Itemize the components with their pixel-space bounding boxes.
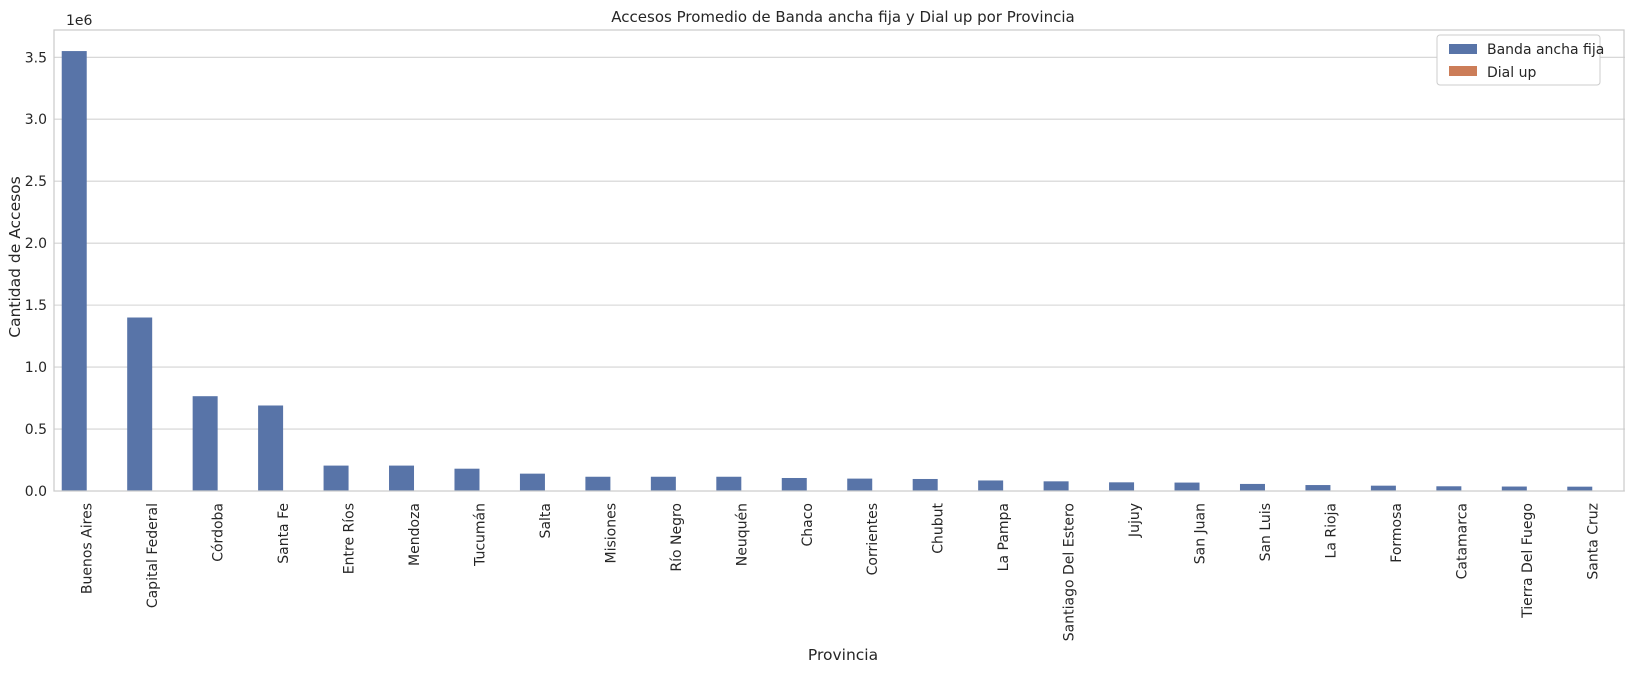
bar-banda-ancha-fija-jujuy <box>1109 482 1134 491</box>
y-tick-label: 3.5 <box>25 50 47 66</box>
x-tick-label: San Juan <box>1193 503 1209 564</box>
grid-layer <box>54 57 1625 491</box>
bars-layer <box>62 51 1618 491</box>
bar-banda-ancha-fija-santa-cruz <box>1567 487 1592 491</box>
bar-banda-ancha-fija-santa-fe <box>258 405 283 491</box>
x-tick-label: Chaco <box>800 503 816 547</box>
x-tick-label: Santa Fe <box>276 503 292 564</box>
x-tick-label: Capital Federal <box>145 503 161 608</box>
x-tick-label: Chubut <box>931 503 947 554</box>
bar-banda-ancha-fija-buenos-aires <box>62 51 87 491</box>
x-tick-label: Salta <box>538 503 554 538</box>
bar-banda-ancha-fija-catamarca <box>1436 486 1461 491</box>
y-tick-label: 3.0 <box>25 112 47 128</box>
x-tick-label: Tucumán <box>472 503 488 567</box>
bar-banda-ancha-fija-formosa <box>1371 486 1396 491</box>
bar-banda-ancha-fija-chubut <box>913 479 938 491</box>
x-tick-label: Río Negro <box>669 503 685 572</box>
bar-banda-ancha-fija-cordoba <box>193 396 218 491</box>
bar-banda-ancha-fija-san-juan <box>1175 483 1200 491</box>
legend: Banda ancha fija Dial up <box>1437 35 1604 85</box>
x-tick-label: Neuquén <box>734 503 750 566</box>
bar-banda-ancha-fija-corrientes <box>847 479 872 491</box>
plot-frame <box>54 30 1624 491</box>
y-tick-label: 0.0 <box>25 484 47 500</box>
legend-label-dial-up: Dial up <box>1487 65 1536 81</box>
x-axis-label: Provincia <box>808 646 878 664</box>
bar-banda-ancha-fija-tierra-del-fuego <box>1502 487 1527 491</box>
bar-banda-ancha-fija-tucuman <box>454 469 479 491</box>
bar-banda-ancha-fija-salta <box>520 474 545 491</box>
bar-banda-ancha-fija-neuquen <box>716 477 741 491</box>
x-tick-label: San Luis <box>1258 503 1274 561</box>
x-tick-label: La Rioja <box>1323 503 1339 558</box>
y-offset-label: 1e6 <box>66 13 93 29</box>
bar-banda-ancha-fija-santiago-del-estero <box>1044 481 1069 491</box>
x-tick-label: Mendoza <box>407 503 423 566</box>
bar-banda-ancha-fija-chaco <box>782 478 807 491</box>
legend-label-banda-ancha-fija: Banda ancha fija <box>1487 42 1604 58</box>
x-tick-label: Córdoba <box>211 503 227 562</box>
y-axis-label: Cantidad de Accesos <box>6 176 24 337</box>
y-tick-label: 1.5 <box>25 298 47 314</box>
x-tick-label: Jujuy <box>1127 503 1143 538</box>
x-tick-label: Buenos Aires <box>80 503 96 594</box>
y-tick-label: 2.0 <box>25 236 47 252</box>
x-tick-label: Santiago Del Estero <box>1062 503 1078 641</box>
x-tick-label: Corrientes <box>865 503 881 575</box>
bar-banda-ancha-fija-capital-federal <box>127 318 152 491</box>
x-tick-label: Santa Cruz <box>1585 503 1601 580</box>
x-tick-label: La Pampa <box>996 503 1012 571</box>
legend-swatch-banda-ancha-fija <box>1449 44 1477 54</box>
bar-banda-ancha-fija-mendoza <box>389 466 414 491</box>
bar-banda-ancha-fija-san-luis <box>1240 484 1265 491</box>
x-tick-label: Formosa <box>1389 503 1405 563</box>
y-tick-label: 1.0 <box>25 360 47 376</box>
y-tick-label: 0.5 <box>25 422 47 438</box>
legend-swatch-dial-up <box>1449 66 1477 76</box>
x-tick-label: Misiones <box>603 503 619 564</box>
x-tick-label: Tierra Del Fuego <box>1520 503 1536 619</box>
x-tick-label: Entre Ríos <box>342 503 358 574</box>
y-tick-label: 2.5 <box>25 174 47 190</box>
bar-banda-ancha-fija-misiones <box>585 477 610 491</box>
y-axis-ticks: 0.0 0.5 1.0 1.5 2.0 2.5 3.0 3.5 <box>25 50 47 500</box>
bar-banda-ancha-fija-rio-negro <box>651 477 676 491</box>
bar-banda-ancha-fija-la-pampa <box>978 480 1003 491</box>
chart-title: Accesos Promedio de Banda ancha fija y D… <box>611 8 1074 26</box>
x-axis-ticks: Buenos Aires Capital Federal Córdoba Santa … <box>80 503 1602 642</box>
bar-banda-ancha-fija-la-rioja <box>1305 485 1330 491</box>
bar-banda-ancha-fija-entre-rios <box>324 466 349 491</box>
x-tick-label: Catamarca <box>1454 503 1470 579</box>
